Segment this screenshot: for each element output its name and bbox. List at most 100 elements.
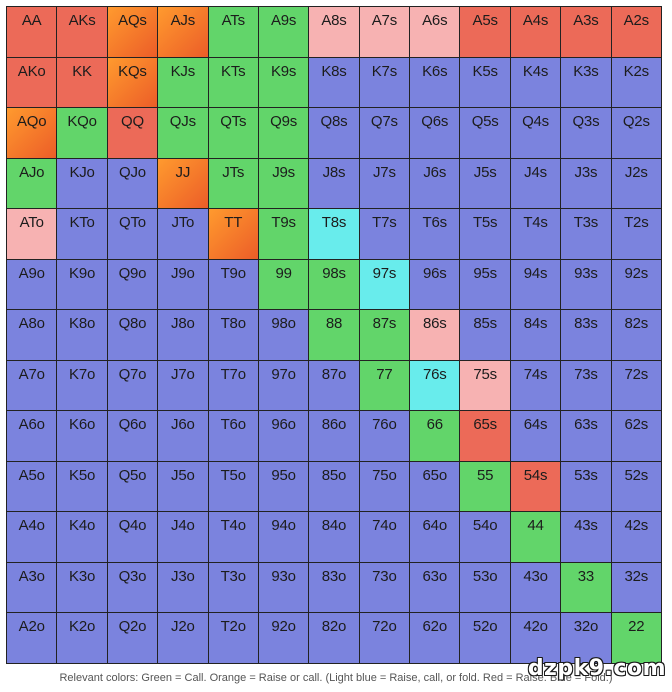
hand-label: J9s [272,163,295,181]
hand-cell: 98s [309,259,360,311]
hand-cell: 97s [359,259,411,311]
hand-cell: 84o [309,512,360,563]
hand-label: 87s [372,315,397,333]
hand-label: AQs [118,12,147,29]
hand-cell: AQo [7,108,58,159]
hand-cell: 92o [258,613,310,664]
hand-cell: T3o [208,562,259,614]
hand-label: 33 [577,567,595,585]
hand-cell: A6s [410,7,461,58]
hand-label: A3o [18,567,45,585]
hand-cell: J8s [309,158,360,210]
hand-cell: 52o [460,613,511,664]
hand-cell: J2o [158,613,209,664]
hand-label: Q7s [370,113,398,131]
hand-label: Q3s [572,113,600,131]
hand-cell: T6o [208,411,259,462]
hand-cell: ATo [7,209,58,260]
hand-cell: Q7o [107,360,159,412]
hand-label: 84s [523,315,548,333]
hand-label: 77 [376,365,393,383]
hand-label: JTo [171,214,195,232]
hand-label: J8o [171,315,195,333]
hand-label: 75o [372,466,397,484]
hand-label: 62o [422,618,448,636]
hand-label: 43o [523,567,548,585]
hand-cell: T3s [561,209,612,260]
hand-label: Q9o [118,264,147,282]
hand-cell: 94s [510,259,562,311]
hand-label: A3s [573,12,599,29]
hand-label: 73s [574,365,598,383]
hand-cell: 99 [258,259,310,311]
hand-label: 82o [321,618,347,636]
hand-cell: Q3o [107,562,159,614]
hand-label: TT [224,214,243,232]
hand-label: A5s [472,12,498,29]
hand-label: 86s [422,315,447,333]
hand-cell: 96o [258,411,310,462]
hand-cell: K6s [410,57,461,109]
hand-label: 99 [275,264,292,282]
hand-cell: 32o [561,613,612,664]
hand-cell: 87o [309,360,360,412]
hand-cell: K9o [57,259,108,311]
hand-cell: 93s [561,259,612,311]
hand-label: KJs [170,62,196,80]
hand-cell: TT [208,209,259,260]
hand-cell: 64o [410,512,461,563]
hand-cell: K3s [561,57,612,109]
hand-label: 93s [574,264,598,282]
hand-label: A9o [18,264,45,282]
hand-cell: 75o [359,461,411,513]
hand-cell: Q2o [107,613,159,664]
hand-cell: Q5o [107,461,159,513]
hand-label: 42s [624,517,649,535]
hand-label: J2o [171,618,195,636]
hand-label: 74o [372,517,397,535]
hand-label: K3s [573,62,599,80]
hand-cell: A6o [7,411,58,462]
hand-label: K2o [69,618,96,636]
hand-label: 32s [624,567,649,585]
hand-label: T5o [220,466,246,484]
hand-label: 92o [271,618,296,636]
hand-cell: KQs [107,57,159,109]
hand-cell: K6o [57,411,108,462]
hand-cell: 66 [410,411,461,462]
hand-cell: QQ [107,108,159,159]
hand-label: K8s [321,62,347,80]
hand-label: Q2s [622,113,650,131]
hand-cell: K5s [460,57,511,109]
hand-cell: A2s [611,7,662,58]
hand-range-grid: AA AKs AQs AJs ATs A9s A8s A7s A6s A5s A4s A3s A2s AK… [6,6,662,664]
hand-label: AKo [17,62,46,80]
hand-label: 44 [527,517,544,535]
hand-cell: 55 [460,461,511,513]
hand-cell: T8o [208,310,259,361]
hand-label: Q9s [270,113,298,131]
hand-label: 74s [523,365,548,383]
hand-label: K2s [623,62,649,80]
hand-label: 83o [321,567,347,585]
hand-label: J8s [322,163,346,181]
hand-cell: J5o [158,461,209,513]
hand-label: Q5s [471,113,499,131]
hand-label: Q6s [421,113,449,131]
hand-cell: K8s [309,57,360,109]
hand-label: 87o [321,365,347,383]
hand-label: QTs [220,113,247,131]
hand-cell: 42s [611,512,662,563]
hand-label: 94o [271,517,296,535]
hand-label: T9s [271,214,296,232]
hand-label: 95s [473,264,497,282]
hand-label: T6s [422,214,448,232]
hand-cell: A4o [7,512,58,563]
hand-label: Q6o [118,416,147,434]
hand-label: T3o [220,567,246,585]
hand-cell: Q4o [107,512,159,563]
hand-label: T7o [220,365,246,383]
hand-label: 65s [473,416,497,434]
hand-label: A7o [18,365,45,383]
hand-label: QJo [118,163,146,181]
